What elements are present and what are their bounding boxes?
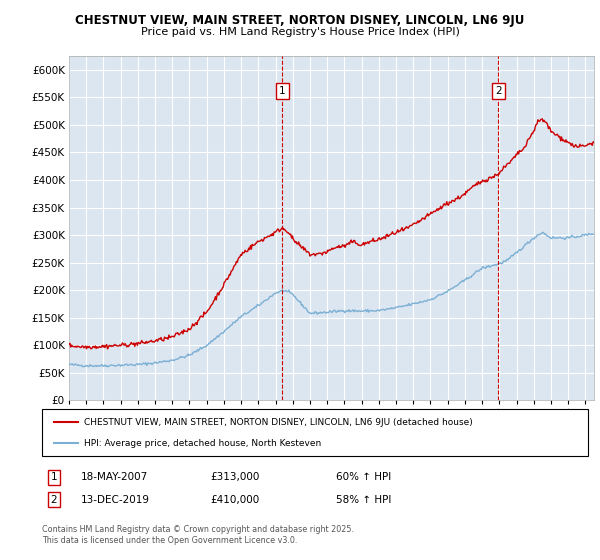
Text: 2: 2 (495, 86, 502, 96)
Text: 13-DEC-2019: 13-DEC-2019 (81, 494, 150, 505)
Text: 1: 1 (279, 86, 286, 96)
Text: Contains HM Land Registry data © Crown copyright and database right 2025.
This d: Contains HM Land Registry data © Crown c… (42, 525, 354, 545)
Text: HPI: Average price, detached house, North Kesteven: HPI: Average price, detached house, Nort… (84, 438, 321, 447)
Text: 58% ↑ HPI: 58% ↑ HPI (336, 494, 391, 505)
Text: 18-MAY-2007: 18-MAY-2007 (81, 472, 148, 482)
Text: CHESTNUT VIEW, MAIN STREET, NORTON DISNEY, LINCOLN, LN6 9JU (detached house): CHESTNUT VIEW, MAIN STREET, NORTON DISNE… (84, 418, 473, 427)
Text: 2: 2 (50, 494, 58, 505)
Text: CHESTNUT VIEW, MAIN STREET, NORTON DISNEY, LINCOLN, LN6 9JU: CHESTNUT VIEW, MAIN STREET, NORTON DISNE… (76, 14, 524, 27)
Text: £313,000: £313,000 (210, 472, 259, 482)
Text: 60% ↑ HPI: 60% ↑ HPI (336, 472, 391, 482)
Text: 1: 1 (50, 472, 58, 482)
Text: Price paid vs. HM Land Registry's House Price Index (HPI): Price paid vs. HM Land Registry's House … (140, 27, 460, 37)
Text: £410,000: £410,000 (210, 494, 259, 505)
